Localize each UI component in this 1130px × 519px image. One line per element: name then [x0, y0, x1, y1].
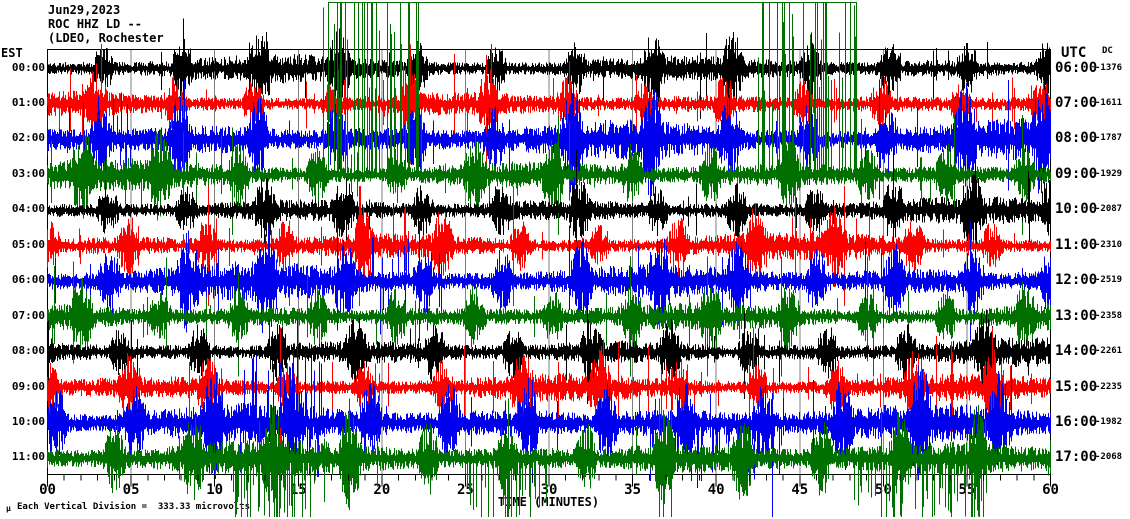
utc-time-label: 16:00 [1055, 414, 1098, 430]
x-tick-label: 10 [206, 482, 224, 498]
trace-row-0800 [47, 79, 1051, 200]
x-tick-label: 40 [707, 482, 725, 498]
utc-time-label: 06:00 [1055, 59, 1098, 76]
x-tick-label: 00 [39, 482, 56, 498]
station-id: ROC HHZ LD -- [48, 17, 142, 31]
utc-time-label: 08:00 [1055, 130, 1098, 147]
x-tick-label: 15 [289, 482, 307, 498]
est-time-label: 06:00 [11, 273, 45, 287]
trace-row-1500 [47, 327, 1051, 448]
x-tick-label: 30 [540, 482, 558, 498]
est-time-label: 01:00 [11, 95, 45, 109]
trace-row-0900 [47, 2, 1051, 235]
utc-time-label: 09:00 [1055, 165, 1098, 182]
trace-row-1300 [47, 256, 1051, 377]
scale-note: Each Vertical Division = 333.33 microvol… [17, 502, 250, 512]
est-time-label: 05:00 [11, 237, 45, 251]
trace-row-1100 [47, 185, 1051, 306]
dc-axis-label: DC [1102, 46, 1113, 56]
dc-offset-value: -2519 [1095, 275, 1123, 286]
est-time-label: 00:00 [11, 60, 45, 74]
dc-offset-value: -2235 [1095, 381, 1123, 392]
x-tick-label: 20 [373, 482, 391, 498]
x-tick-label: 55 [958, 482, 976, 498]
x-tick-label: 25 [456, 482, 474, 498]
dc-offset-value: -2261 [1095, 346, 1123, 357]
x-tick-label: 45 [791, 482, 809, 498]
dc-offset-value: -2087 [1095, 204, 1123, 215]
dc-offset-value: -1376 [1095, 62, 1123, 73]
trace-row-1000 [47, 150, 1051, 271]
utc-time-label: 17:00 [1055, 449, 1098, 466]
est-time-label: 11:00 [11, 450, 45, 464]
est-time-label: 10:00 [11, 415, 45, 428]
est-time-label: 09:00 [11, 379, 45, 393]
x-tick-label: 50 [874, 482, 892, 498]
trace-row-0600 [47, 18, 1051, 129]
est-time-label: 03:00 [11, 166, 45, 180]
est-time-label: 04:00 [11, 202, 45, 216]
dc-offset-value: -2358 [1095, 310, 1123, 321]
est-axis-label: EST [1, 46, 23, 60]
dc-offset-value: -2068 [1095, 452, 1123, 463]
utc-time-label: 14:00 [1055, 343, 1098, 360]
trace-row-0700 [47, 44, 1051, 164]
x-tick-label: 60 [1042, 482, 1059, 498]
utc-time-label: 11:00 [1055, 236, 1098, 253]
est-time-label: 07:00 [11, 308, 45, 322]
dc-offset-value: -1787 [1095, 133, 1123, 144]
utc-time-label: 15:00 [1055, 378, 1098, 395]
dc-offset-value: -1982 [1095, 417, 1123, 427]
header-date: Jun29,2023 [48, 3, 121, 17]
utc-time-label: 10:00 [1055, 201, 1098, 218]
station-location: (LDEO, Rochester [48, 31, 164, 45]
dc-offset-value: -1929 [1095, 168, 1123, 179]
dc-offset-value: -1611 [1095, 97, 1123, 108]
utc-time-label: 13:00 [1055, 307, 1098, 324]
trace-row-1400 [47, 292, 1051, 413]
trace-row-1200 [47, 221, 1051, 342]
utc-time-label: 07:00 [1055, 94, 1098, 111]
utc-time-label: 12:00 [1055, 272, 1098, 289]
x-tick-label: 05 [122, 482, 140, 498]
microvolt-symbol: μ [6, 504, 11, 513]
x-tick-label: 35 [624, 482, 641, 498]
est-time-label: 02:00 [11, 131, 45, 145]
est-time-label: 08:00 [11, 344, 45, 358]
dc-offset-value: -2310 [1095, 239, 1123, 250]
utc-axis-label: UTC [1061, 45, 1087, 61]
